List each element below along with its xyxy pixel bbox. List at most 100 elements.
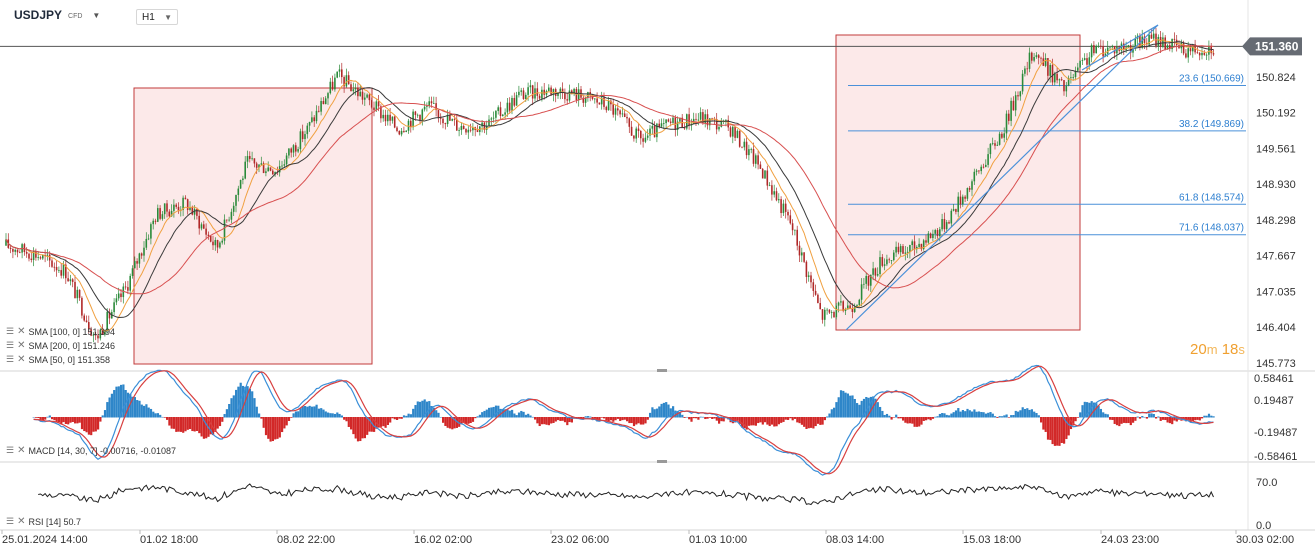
macd-bar — [74, 417, 77, 424]
candle-body — [830, 312, 833, 313]
candle-body — [1185, 53, 1187, 58]
candle-body — [1033, 56, 1035, 61]
indicator-sma200[interactable]: ☰ ✕ SMA [200, 0] 151.246 — [6, 340, 115, 351]
macd-bar — [1198, 417, 1201, 421]
candle-body — [980, 166, 982, 172]
settings-icon[interactable]: ☰ — [6, 516, 15, 526]
candle-body — [313, 117, 315, 122]
candle-body — [874, 268, 877, 276]
timeframe-select[interactable]: H1 ▼ — [136, 9, 178, 25]
macd-bar — [938, 413, 941, 418]
candle-body — [759, 164, 762, 169]
candle-body — [987, 154, 989, 165]
macd-bar — [1026, 408, 1029, 418]
candle-body — [269, 167, 272, 171]
macd-bar — [140, 404, 143, 418]
candle-body — [1008, 113, 1010, 121]
macd-bar — [354, 417, 357, 439]
macd-bar — [255, 406, 258, 418]
candle-body — [906, 251, 909, 253]
close-icon[interactable]: ✕ — [17, 326, 26, 337]
macd-bar — [455, 417, 458, 428]
candle-body — [69, 279, 72, 282]
close-icon[interactable]: ✕ — [17, 340, 26, 351]
indicator-sma50[interactable]: ☰ ✕ SMA [50, 0] 151.358 — [6, 354, 110, 365]
macd-bar — [957, 408, 960, 418]
candle-body — [1152, 33, 1155, 39]
macd-bar — [798, 417, 801, 424]
macd-bar — [1049, 417, 1052, 440]
settings-icon[interactable]: ☰ — [6, 354, 15, 364]
candle-body — [295, 145, 297, 152]
candle-body — [803, 252, 805, 262]
macd-bar — [136, 400, 139, 418]
candle-body — [1049, 64, 1051, 76]
candle-body — [239, 180, 242, 189]
candle-body — [1104, 53, 1107, 57]
indicator-sma100[interactable]: ☰ ✕ SMA [100, 0] 151.394 — [6, 326, 115, 337]
candle-body — [571, 90, 573, 95]
settings-icon[interactable]: ☰ — [6, 340, 15, 350]
candle-body — [955, 209, 957, 212]
macd-bar — [419, 401, 422, 418]
macd-bar — [609, 417, 613, 421]
macd-bar — [382, 417, 385, 427]
candle-body — [515, 95, 518, 106]
macd-bar — [129, 393, 132, 418]
symbol-dropdown-icon[interactable]: ▼ — [92, 10, 101, 20]
macd-bar — [64, 417, 67, 424]
macd-bar — [984, 413, 987, 418]
candle-body — [669, 121, 672, 123]
symbol-name[interactable]: USDJPY — [14, 8, 63, 22]
macd-bar — [152, 411, 155, 418]
macd-bar — [184, 417, 187, 432]
candle-body — [124, 286, 127, 288]
candle-body — [416, 114, 419, 116]
macd-bar — [1030, 409, 1033, 418]
close-icon[interactable]: ✕ — [17, 354, 26, 365]
macd-bar — [513, 413, 516, 418]
candle-body — [1067, 77, 1070, 86]
macd-bar — [389, 417, 392, 423]
macd-bar — [499, 408, 502, 418]
candle-body — [1047, 58, 1049, 76]
macd-bar — [584, 416, 587, 418]
close-icon[interactable]: ✕ — [17, 516, 26, 527]
settings-icon[interactable]: ☰ — [6, 445, 15, 455]
candle-body — [538, 95, 541, 99]
candle-body — [853, 306, 856, 312]
candle-body — [1178, 45, 1180, 49]
macd-bar — [529, 415, 532, 418]
macd-bar — [462, 417, 465, 423]
settings-icon[interactable]: ☰ — [6, 326, 15, 336]
macd-bar — [379, 417, 383, 427]
macd-bar — [591, 417, 594, 420]
candle-body — [1028, 52, 1031, 69]
macd-bar — [163, 417, 166, 418]
macd-bar — [458, 417, 461, 427]
candle-body — [1141, 36, 1143, 48]
close-icon[interactable]: ✕ — [17, 445, 26, 456]
indicator-rsi[interactable]: ☰ ✕ RSI [14] 50.7 — [6, 516, 81, 527]
candle-body — [403, 130, 405, 132]
macd-bar — [672, 406, 675, 418]
candle-body — [805, 261, 808, 277]
candle-body — [1035, 55, 1038, 57]
candle-body — [584, 97, 587, 103]
macd-bar — [879, 406, 882, 418]
candle-body — [1063, 80, 1065, 92]
macd-bar — [1189, 417, 1192, 423]
candle-body — [766, 170, 769, 186]
macd-bar — [515, 415, 518, 418]
macd-bar — [485, 409, 488, 418]
candle-body — [582, 97, 585, 103]
indicator-macd[interactable]: ☰ ✕ MACD [14, 30, 7] -0.00716, -0.01087 — [6, 445, 176, 456]
macd-bar — [975, 411, 978, 418]
macd-bar — [258, 413, 261, 418]
macd-bar — [952, 412, 955, 418]
macd-bar — [821, 417, 824, 425]
candle-body — [85, 320, 88, 323]
candle-body — [212, 241, 214, 246]
macd-bar — [1021, 407, 1024, 418]
